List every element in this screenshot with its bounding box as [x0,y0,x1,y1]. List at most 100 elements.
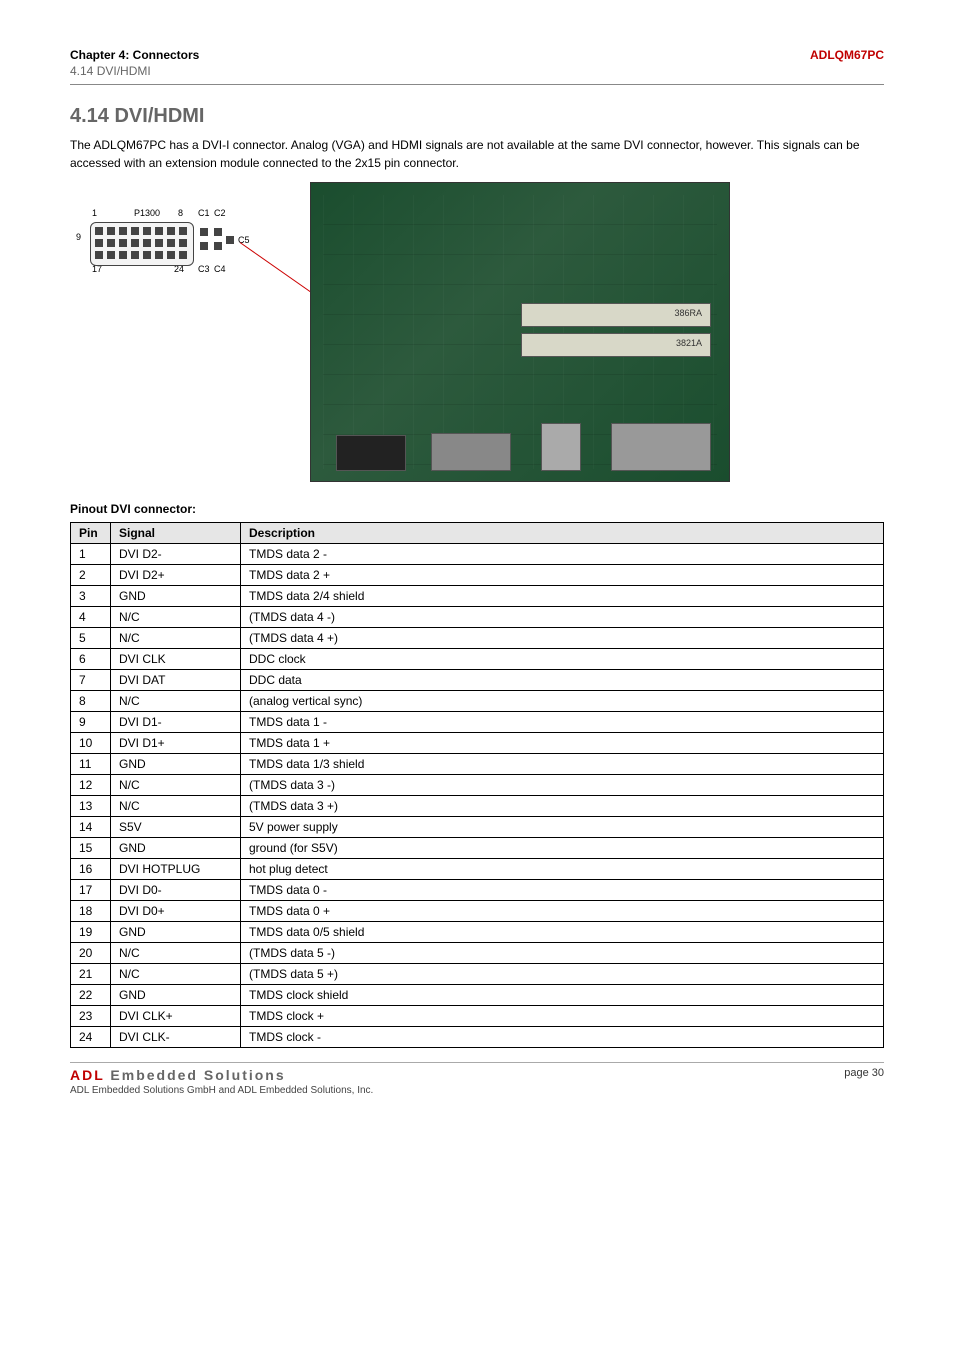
cell-desc: 5V power supply [241,817,884,838]
section-title: 4.14 DVI/HDMI [70,105,884,128]
cell-desc: (TMDS data 4 -) [241,607,884,628]
cell-signal: DVI CLK [111,649,241,670]
board-usb-stack [541,423,581,471]
pcb-board-image: 386RA 3821A [310,182,730,482]
cell-desc: hot plug detect [241,859,884,880]
cell-signal: N/C [111,775,241,796]
pin-label-9: 9 [76,232,81,242]
cell-pin: 8 [71,691,111,712]
cell-desc: TMDS data 2 - [241,544,884,565]
cell-desc: TMDS clock + [241,1006,884,1027]
cell-signal: N/C [111,607,241,628]
board-lan-stack [611,423,711,471]
cell-signal: DVI DAT [111,670,241,691]
cell-signal: N/C [111,943,241,964]
board-slot-2: 3821A [521,333,711,357]
header-chapter: Chapter 4: Connectors [70,48,199,62]
header-subtitle: 4.14 DVI/HDMI [70,64,884,78]
cell-pin: 22 [71,985,111,1006]
cell-desc: (TMDS data 4 +) [241,628,884,649]
figure-row: 1 P1300 8 C1 C2 9 C5 17 24 C3 C4 [70,182,884,482]
page-header: Chapter 4: Connectors ADLQM67PC 4.14 DVI… [70,48,884,78]
cell-pin: 18 [71,901,111,922]
table-row: 7DVI DATDDC data [71,670,884,691]
cell-pin: 11 [71,754,111,775]
cell-signal: DVI D1+ [111,733,241,754]
cell-signal: GND [111,586,241,607]
footer-note: ADL Embedded Solutions GmbH and ADL Embe… [70,1085,373,1096]
connector-id: P1300 [134,208,160,218]
cell-signal: DVI CLK- [111,1027,241,1048]
pin-label-1: 1 [92,208,97,218]
cell-desc: DDC clock [241,649,884,670]
cell-desc: TMDS data 0/5 shield [241,922,884,943]
cell-signal: DVI D1- [111,712,241,733]
table-row: 14S5V5V power supply [71,817,884,838]
table-row: 18DVI D0+TMDS data 0 + [71,901,884,922]
cell-pin: 6 [71,649,111,670]
cell-pin: 4 [71,607,111,628]
cell-desc: TMDS data 1 - [241,712,884,733]
cell-signal: DVI D0+ [111,901,241,922]
board-dvi-port [431,433,511,471]
pin-label-c1: C1 [198,208,210,218]
table-row: 19GNDTMDS data 0/5 shield [71,922,884,943]
page-footer: ADL Embedded Solutions ADL Embedded Solu… [70,1067,884,1096]
table-row: 21N/C(TMDS data 5 +) [71,964,884,985]
table-row: 16DVI HOTPLUGhot plug detect [71,859,884,880]
cell-signal: N/C [111,691,241,712]
cell-desc: TMDS data 1/3 shield [241,754,884,775]
cell-signal: DVI HOTPLUG [111,859,241,880]
cell-pin: 12 [71,775,111,796]
cell-pin: 7 [71,670,111,691]
cell-pin: 16 [71,859,111,880]
cell-signal: DVI D0- [111,880,241,901]
cell-signal: DVI D2- [111,544,241,565]
footer-rule [70,1062,884,1063]
cell-signal: S5V [111,817,241,838]
cell-pin: 17 [71,880,111,901]
cell-pin: 3 [71,586,111,607]
cell-desc: (TMDS data 3 +) [241,796,884,817]
pin-label-8: 8 [178,208,183,218]
table-row: 15GNDground (for S5V) [71,838,884,859]
table-row: 23DVI CLK+TMDS clock + [71,1006,884,1027]
table-row: 8N/C(analog vertical sync) [71,691,884,712]
table-row: 17DVI D0-TMDS data 0 - [71,880,884,901]
cell-signal: GND [111,838,241,859]
dvi-connector-diagram: 1 P1300 8 C1 C2 9 C5 17 24 C3 C4 [70,202,290,292]
col-pin: Pin [71,523,111,544]
header-product: ADLQM67PC [810,48,884,62]
cell-desc: TMDS clock - [241,1027,884,1048]
table-row: 4N/C(TMDS data 4 -) [71,607,884,628]
table-row: 22GNDTMDS clock shield [71,985,884,1006]
cell-desc: ground (for S5V) [241,838,884,859]
cell-desc: (TMDS data 5 +) [241,964,884,985]
cell-signal: DVI D2+ [111,565,241,586]
cell-desc: (analog vertical sync) [241,691,884,712]
table-row: 1DVI D2-TMDS data 2 - [71,544,884,565]
table-caption: Pinout DVI connector: [70,502,884,516]
page-number: page 30 [844,1067,884,1096]
cell-pin: 5 [71,628,111,649]
pin-label-c2: C2 [214,208,226,218]
pin-grid-c [200,228,224,252]
table-row: 10DVI D1+TMDS data 1 + [71,733,884,754]
cell-pin: 20 [71,943,111,964]
board-slot-1: 386RA [521,303,711,327]
cell-desc: TMDS data 0 + [241,901,884,922]
cell-signal: N/C [111,628,241,649]
cell-desc: (TMDS data 5 -) [241,943,884,964]
table-row: 6DVI CLKDDC clock [71,649,884,670]
table-row: 24DVI CLK-TMDS clock - [71,1027,884,1048]
cell-pin: 21 [71,964,111,985]
cell-desc: TMDS data 2 + [241,565,884,586]
pin-label-c3: C3 [198,264,210,274]
table-row: 20N/C(TMDS data 5 -) [71,943,884,964]
cell-pin: 2 [71,565,111,586]
col-signal: Signal [111,523,241,544]
board-serial-port [336,435,406,471]
cell-signal: GND [111,922,241,943]
pin-grid-main [90,222,194,266]
table-row: 12N/C(TMDS data 3 -) [71,775,884,796]
